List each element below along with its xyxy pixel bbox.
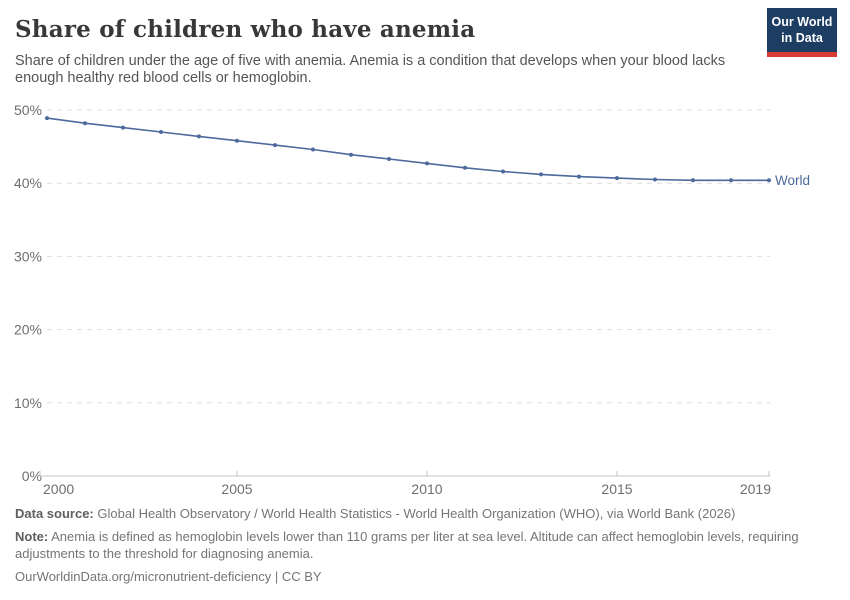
page-title: Share of children who have anemia bbox=[15, 16, 476, 43]
y-axis-tick-label: 40% bbox=[14, 175, 42, 191]
citation-link[interactable]: OurWorldinData.org/micronutrient-deficie… bbox=[15, 568, 322, 584]
data-point bbox=[729, 178, 733, 183]
note-label: Note: bbox=[15, 528, 49, 544]
x-axis-tick-label: 2015 bbox=[601, 481, 632, 497]
data-point bbox=[767, 178, 771, 183]
data-point bbox=[311, 147, 315, 152]
data-point bbox=[235, 138, 239, 143]
y-axis-tick-label: 20% bbox=[14, 322, 42, 338]
chart-canvas: 0% 10% 20% 30% 40% 50% 2000 2005 2010 2015 2019 Wor… bbox=[14, 102, 810, 497]
citation-row: OurWorldinData.org/micronutrient-deficie… bbox=[15, 569, 835, 586]
chart-subtitle: Share of children under the age of five … bbox=[15, 52, 726, 87]
data-point bbox=[539, 172, 543, 177]
series-end-label: World bbox=[775, 173, 810, 188]
x-axis-tick-label: 2010 bbox=[411, 481, 442, 497]
data-point bbox=[83, 121, 87, 126]
data-point bbox=[615, 176, 619, 181]
x-axis-tick-label: 2019 bbox=[740, 481, 771, 497]
data-point bbox=[273, 143, 277, 148]
data-point bbox=[501, 169, 505, 174]
x-axis-tick-label: 2000 bbox=[43, 481, 74, 497]
data-point bbox=[121, 125, 125, 130]
data-point bbox=[463, 165, 467, 170]
chart-header: Share of children who have anemia Share … bbox=[0, 0, 850, 88]
chart-footer: Data source: Global Health Observatory /… bbox=[15, 506, 835, 592]
owid-logo-accent-bar bbox=[767, 51, 837, 57]
owid-logo-line2: in Data bbox=[781, 31, 823, 46]
note-text: Anemia is defined as hemoglobin levels l… bbox=[15, 528, 799, 561]
owid-logo[interactable]: Our World in Data bbox=[767, 8, 837, 57]
owid-logo-text: Our World in Data bbox=[767, 8, 837, 52]
series-line-world bbox=[46, 117, 769, 182]
y-axis-tick-label: 0% bbox=[22, 468, 42, 484]
data-point bbox=[387, 157, 391, 161]
y-axis-tick-label: 30% bbox=[14, 248, 42, 264]
y-axis-tick-label: 50% bbox=[14, 102, 42, 118]
data-point bbox=[425, 161, 429, 166]
data-source-label: Data source: bbox=[15, 506, 94, 521]
data-point bbox=[197, 134, 201, 139]
data-point bbox=[691, 178, 695, 183]
owid-logo-line1: Our World bbox=[771, 15, 833, 29]
data-source-row: Data source: Global Health Observatory /… bbox=[15, 506, 835, 523]
data-source-text: Global Health Observatory / World Health… bbox=[97, 506, 736, 521]
data-point bbox=[653, 177, 657, 182]
y-axis-tick-label: 10% bbox=[14, 395, 42, 411]
data-point bbox=[159, 130, 163, 134]
data-point bbox=[577, 174, 581, 179]
data-point bbox=[45, 116, 49, 121]
x-axis-tick-label: 2005 bbox=[221, 481, 252, 497]
note-row: Note: Anemia is defined as hemoglobin le… bbox=[15, 529, 835, 563]
data-point bbox=[349, 152, 353, 157]
